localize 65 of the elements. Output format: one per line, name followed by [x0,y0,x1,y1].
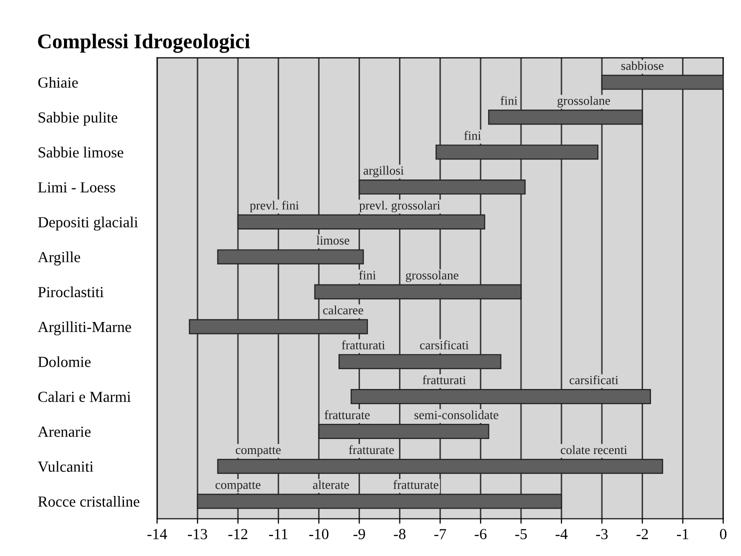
annotation: grossolane [558,96,610,108]
annotation: limose [316,236,350,245]
y-tick-label: Calari e Marmi [38,391,131,402]
bar [196,494,562,509]
chart-title: Complessi Idrogeologici [38,34,250,53]
annotation: sabbiose [621,61,664,70]
annotation: fratturate [324,410,370,420]
x-tick-label: -4 [556,529,568,540]
annotation: carsificati [420,340,469,350]
x-tick-label: -11 [269,528,288,540]
x-tick-label: -7 [434,529,446,540]
annotation: grossolane [406,270,458,282]
y-tick-label: Sabbie limose [38,146,124,158]
bar [338,354,502,370]
x-tick-label: -13 [188,528,208,540]
annotation: fini [464,130,481,140]
bar [237,214,486,230]
y-tick-label: Dolomie [38,356,91,368]
y-tick-label: Limi - Loess [38,182,116,192]
annotation: calcaree [323,306,364,314]
annotation: compatte [236,446,281,457]
x-tick-label: -3 [596,528,608,540]
annotation: prevl. fini [250,200,299,212]
y-tick-label: Depositi glaciali [38,216,138,231]
bar [350,388,651,404]
annotation: fratturati [342,340,385,350]
annotation: carsificati [570,375,618,384]
y-tick-label: Argilliti-Marne [38,321,132,336]
y-tick-label: Sabbie pulite [38,112,118,126]
y-tick-label: Vulcaniti [38,461,94,472]
x-tick-label: -1 [676,528,688,540]
x-tick-label: -8 [394,528,406,540]
annotation: compatte [216,482,260,492]
x-tick-label: 0 [720,528,726,540]
bar [436,144,598,160]
x-tick-label: -9 [353,528,366,540]
annotation: prevl. grossolari [359,200,440,212]
annotation: fratturate [393,480,438,490]
bar [217,458,664,474]
x-tick-label: -2 [636,528,648,540]
annotation: fratturati [422,375,466,384]
x-tick-label: -6 [474,528,486,540]
y-tick-label: Rocce cristalline [38,496,140,507]
y-tick-label: Arenarie [38,426,91,437]
annotation: fini [359,270,376,280]
annotation: alterate [313,480,349,490]
annotation: semi-consolidate [414,410,498,420]
annotation: fini [500,96,518,105]
y-tick-label: Piroclastiti [38,286,104,298]
bar [488,110,643,125]
bar [318,424,490,439]
annotation: argillosi [364,166,404,178]
y-tick-label: Argille [38,252,80,266]
bar [217,249,364,264]
annotation: fratturate [348,445,394,454]
y-tick-label: Ghiaie [38,76,78,88]
bar [188,319,368,334]
x-tick-label: -10 [309,528,328,540]
bar [601,74,724,90]
x-tick-label: -12 [228,528,248,540]
annotation: colate recenti [560,445,628,454]
x-tick-label: -14 [147,528,168,540]
bar [358,179,526,195]
bar [314,284,522,300]
x-tick-label: -5 [515,529,527,540]
